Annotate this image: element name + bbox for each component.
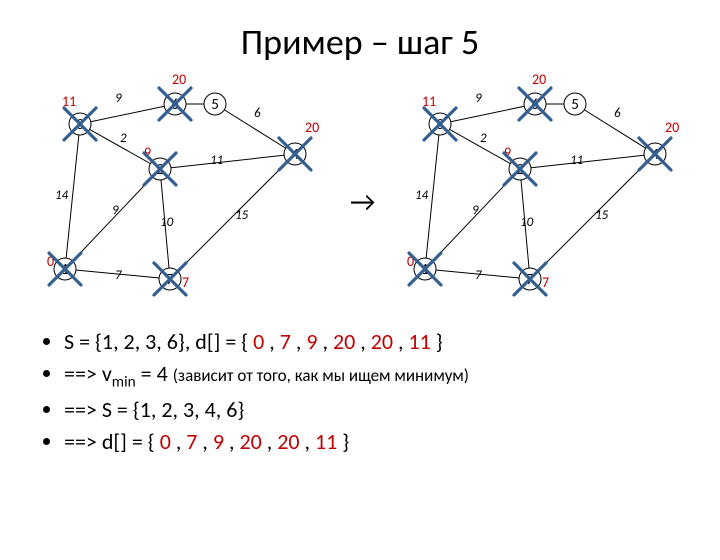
svg-text:14: 14 [415,188,429,203]
svg-text:20: 20 [305,119,319,136]
svg-text:15: 15 [235,208,249,223]
bullet-4: ==> d[] = { 0 , 7 , 9 , 20 , 20 , 11 } [64,426,680,458]
bullets-block: S = {1, 2, 3, 6}, d[] = { 0 , 7 , 9 , 20… [40,326,680,457]
graph-left: 96211149101573116205420291077 [40,74,330,309]
svg-text:10: 10 [520,215,534,230]
svg-text:5: 5 [571,96,579,114]
bullet-1: S = {1, 2, 3, 6}, d[] = { 0 , 7 , 9 , 20… [64,326,680,358]
svg-text:2: 2 [480,131,487,146]
svg-text:10: 10 [160,215,174,230]
svg-text:20: 20 [665,119,679,136]
graph-right: 96211149101573116205420291077 [400,74,690,309]
svg-text:11: 11 [570,153,583,168]
svg-text:9: 9 [112,203,119,218]
svg-text:7: 7 [115,268,122,283]
svg-text:11: 11 [210,153,223,168]
svg-text:14: 14 [55,188,69,203]
svg-text:20: 20 [172,74,186,88]
arrow-icon: → [350,184,375,219]
svg-text:6: 6 [254,106,261,121]
svg-text:7: 7 [182,274,189,291]
svg-text:9: 9 [115,91,122,106]
slide-title: Пример – шаг 5 [0,20,720,64]
svg-text:5: 5 [211,96,219,114]
graphs-row: 96211149101573116205420291077 → 96211149… [0,74,720,314]
svg-text:9: 9 [475,91,482,106]
svg-text:7: 7 [475,268,482,283]
svg-text:15: 15 [595,208,609,223]
svg-text:20: 20 [532,74,546,88]
bullet-2: ==> vmin = 4 (зависит от того, как мы ищ… [64,358,680,394]
svg-text:6: 6 [614,106,621,121]
svg-text:9: 9 [472,203,479,218]
svg-text:2: 2 [120,131,127,146]
svg-text:7: 7 [542,274,549,291]
bullet-3: ==> S = {1, 2, 3, 4, 6} [64,394,680,426]
